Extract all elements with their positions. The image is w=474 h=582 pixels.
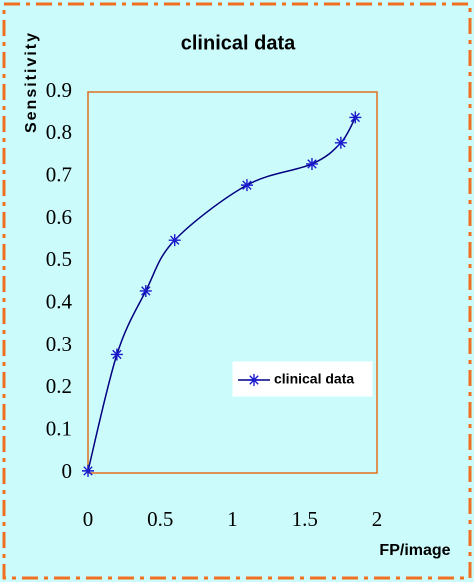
y-tick-label: 0.9	[46, 78, 72, 102]
legend-box	[232, 361, 373, 397]
marker	[240, 179, 253, 192]
marker	[349, 111, 362, 124]
y-tick-label: 0.8	[46, 120, 72, 144]
marker	[334, 136, 347, 149]
marker	[168, 234, 181, 247]
y-tick-label: 0.5	[46, 247, 72, 271]
x-axis-label: FP/image	[379, 542, 450, 559]
x-tick-label: 0.5	[147, 507, 173, 531]
y-axis-label: Sensitivity	[23, 31, 40, 133]
y-tick-label: 0	[62, 459, 73, 483]
x-tick-label: 2	[372, 507, 383, 531]
y-tick-label: 0.1	[46, 416, 72, 440]
chart-title: clinical data	[181, 32, 296, 54]
plot-area	[87, 91, 378, 474]
marker	[110, 348, 123, 361]
marker	[139, 284, 152, 297]
marker	[305, 157, 318, 170]
legend-label: clinical data	[274, 371, 354, 387]
y-tick-label: 0.4	[46, 289, 73, 313]
x-tick-label: 1	[227, 507, 238, 531]
legend-marker	[248, 374, 260, 386]
x-tick-label: 0	[83, 507, 94, 531]
x-tick-label: 1.5	[292, 507, 318, 531]
y-tick-label: 0.2	[46, 374, 72, 398]
y-tick-label: 0.7	[46, 162, 72, 186]
marker	[82, 464, 94, 477]
y-tick-label: 0.3	[46, 332, 72, 356]
y-tick-label: 0.6	[46, 205, 72, 229]
